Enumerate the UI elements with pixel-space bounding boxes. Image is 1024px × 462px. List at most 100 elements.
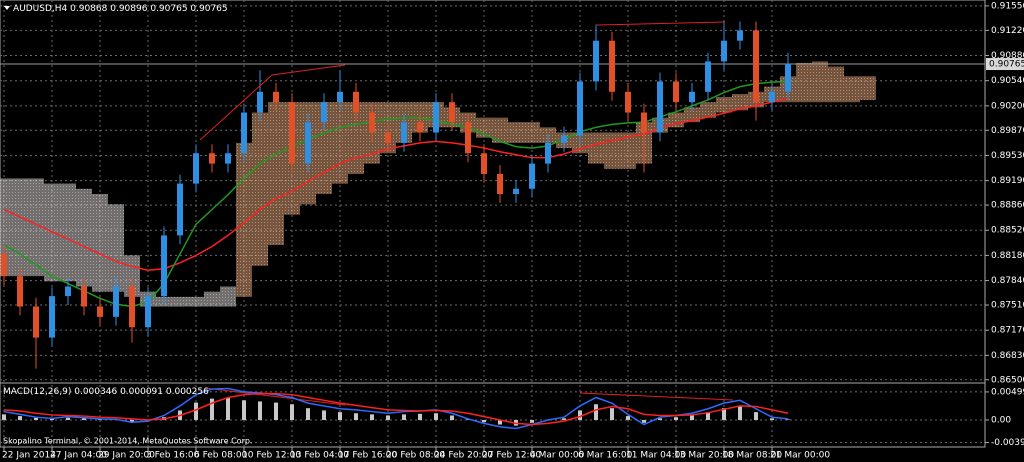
x-tick-label: 20 Feb 08:00 [386,451,445,461]
candle-body [193,153,199,184]
candle-body [1,253,7,277]
macd-bar [498,420,502,425]
cloud-hatch [252,112,268,266]
footer: Skopalino Terminal, © 2001-2014, MetaQuo… [3,437,252,446]
candle-body [273,91,279,103]
cloud-hatch [796,62,812,103]
cloud-hatch [812,61,828,103]
candle-body [129,286,135,328]
candle-body [305,122,311,164]
macd-bar [274,402,278,420]
last-price-label: 0.90765 [989,60,1024,70]
x-tick-label: 17 Feb 16:00 [338,451,397,461]
cloud-hatch [860,76,876,100]
cloud-hatch [588,132,604,164]
x-tick-label: 18 Mar 08:00 [722,451,782,461]
macd-bar [434,413,438,420]
chart-header: AUDUSD,H4 0.90868 0.90896 0.90765 0.9076… [13,4,228,14]
quote-close: 0.90765 [190,4,227,14]
x-tick-label: 27 Feb 12:00 [482,451,541,461]
cloud-hatch [28,178,44,277]
candle-body [673,81,679,103]
macd-bar [386,415,390,420]
macd-title: MACD(12,26,9) [3,387,71,397]
x-tick-label: 6 Mar 16:00 [578,451,633,461]
macd-bar [50,418,54,420]
x-tick-label: 21 Mar 00:00 [770,451,830,461]
macd-bar [338,412,342,420]
x-tick-label: 11 Mar 04:00 [626,451,686,461]
candle-body [769,91,775,103]
y-tick-label: -0.00399 [991,438,1024,448]
candle-body [385,132,391,143]
candle-body [561,135,567,143]
candle-body [49,296,55,338]
candle-body [625,91,631,113]
macd-bar [290,404,294,420]
cloud-hatch [60,183,76,282]
candle-body [353,91,359,113]
candle-body [225,153,231,164]
candle-body [241,112,247,154]
candle-body [737,30,743,41]
macd-bar [354,413,358,420]
x-tick-label: 29 Jan 20:00 [98,451,155,461]
cloud-hatch [12,178,28,277]
candle-body [369,112,375,133]
cloud-hatch [508,122,524,143]
cloud-hatch [620,132,636,169]
macd-bar [578,410,582,420]
trend-line [596,21,726,26]
macd-bar [754,412,758,420]
macd-bar [594,404,598,420]
macd-hist: 0.000256 [166,387,209,397]
macd-bar [194,402,198,420]
candle-body [465,122,471,154]
cloud-hatch [188,296,204,307]
candle-body [81,286,87,307]
grid-layer [0,0,985,447]
cloud-hatch [716,96,732,113]
candle-body [401,122,407,143]
macd-bar [34,417,38,420]
macd-layer [2,387,790,430]
macd-bar [322,410,326,420]
macd-bar [738,406,742,420]
drawn-objects [199,21,734,406]
cloud-hatch [700,102,716,118]
x-tick-label: 13 Mar 20:00 [674,451,734,461]
cloud-hatch [108,204,124,292]
macd-bar [402,414,406,420]
y-tick-label: 0.00 [991,416,1011,426]
candle-body [289,102,295,164]
candle-body [337,91,343,103]
x-tick-label: 27 Jan 04:00 [50,451,107,461]
cloud-hatch [0,178,12,277]
macd-bar [258,401,262,420]
macd-bar [130,420,134,422]
candle-body [97,306,103,317]
candle-body [705,61,711,92]
macd-bar [706,412,710,420]
menu-arrow[interactable] [4,6,10,10]
candle-body [609,40,615,92]
macd-bar [210,398,214,420]
cloud-hatch [268,102,284,246]
cloud-hatch [204,291,220,307]
macd-bar [770,418,774,420]
trend-line [199,74,273,141]
macd-bar [98,419,102,420]
indicator-line [3,387,789,430]
cloud-hatch [684,107,700,123]
macd-bar [2,414,6,420]
macd-signal: 0.000091 [120,387,163,397]
candle-body [641,112,647,133]
